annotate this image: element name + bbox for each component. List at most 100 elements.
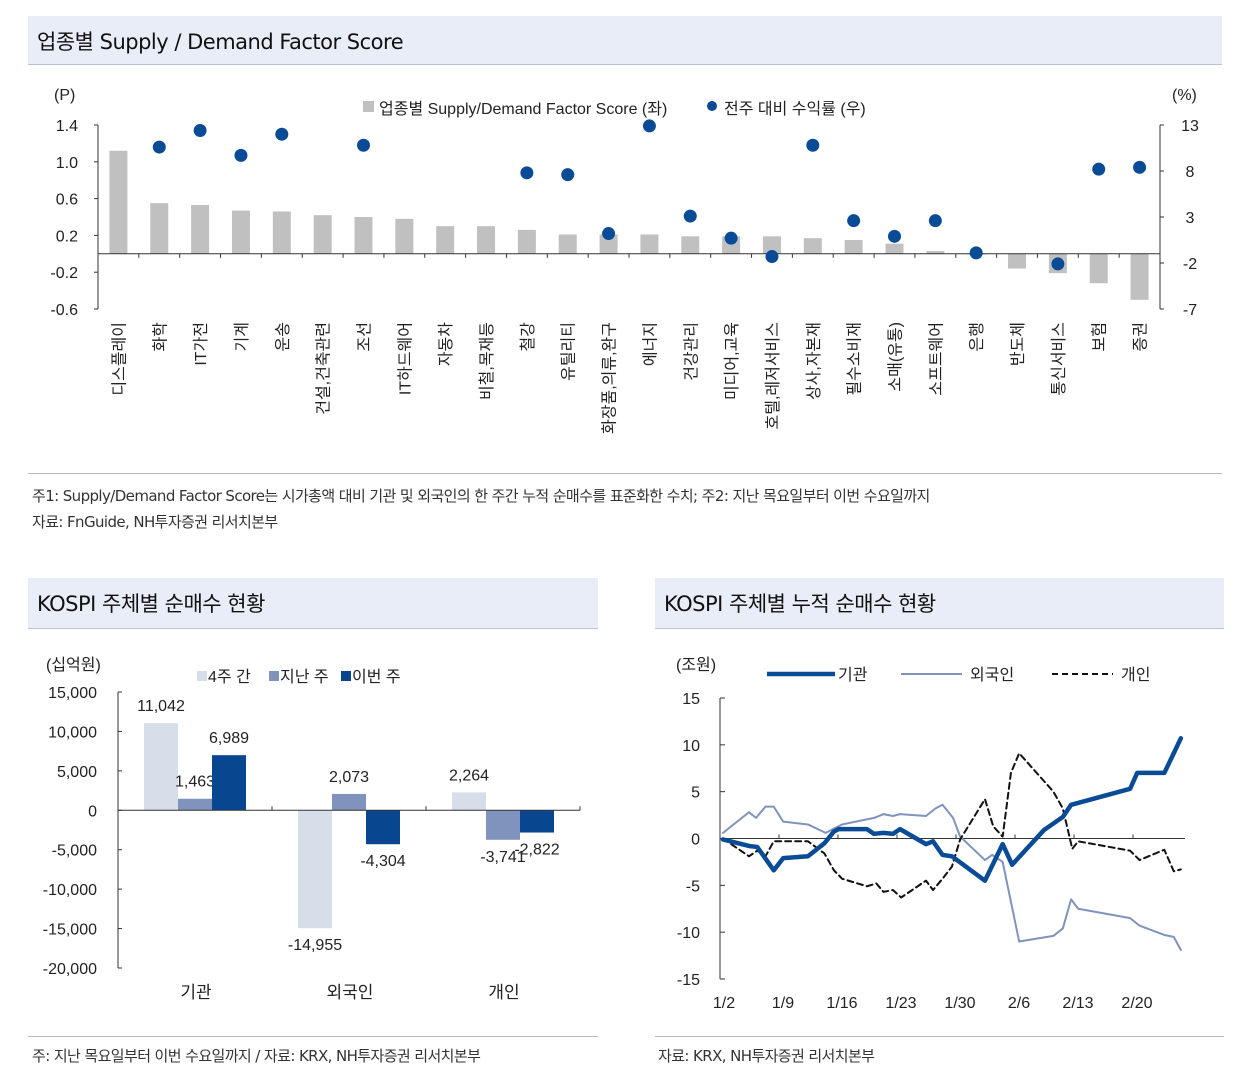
category-label: 보험 [1091, 322, 1109, 351]
return-dot [152, 140, 166, 154]
x-tick-label: 2/13 [1062, 995, 1093, 1012]
y-tick-label: -20,000 [43, 961, 97, 978]
return-dot [765, 250, 779, 264]
score-bar [681, 236, 700, 254]
data-label: -4,304 [360, 853, 405, 870]
score-bar [1008, 253, 1027, 269]
data-label: -3,741 [480, 849, 525, 866]
x-tick-label: 1/16 [826, 995, 857, 1012]
bar-지난 주 [332, 793, 366, 811]
category-label: 자동차 [437, 322, 455, 366]
score-bar [231, 210, 250, 254]
return-dot [642, 119, 656, 133]
category-label: 호텔,레저서비스 [764, 322, 782, 430]
category-label: 화학 [151, 322, 169, 352]
legend-label: 기관 [838, 666, 868, 684]
score-bar [1130, 253, 1149, 300]
legend-label: 개인 [1121, 666, 1150, 684]
series-line-외국인 [722, 803, 1182, 951]
bar-지난 주 [486, 810, 520, 840]
category-label: 상사,자본재 [805, 322, 823, 400]
score-bar [885, 243, 904, 254]
category-label: 건설,건축관련 [315, 322, 333, 415]
legend-swatch-score [363, 101, 374, 112]
return-dot [1092, 162, 1106, 176]
category-label: 에너지 [641, 322, 659, 366]
y2-tick-label: 3 [1186, 210, 1195, 227]
bar-지난 주 [178, 798, 212, 811]
return-dot [928, 214, 942, 228]
x-tick-label: 1/2 [713, 995, 735, 1012]
score-bar [436, 226, 455, 254]
bar-이번 주 [366, 810, 400, 845]
return-dot [561, 168, 575, 182]
legend-swatch [269, 671, 279, 681]
category-label: 증권 [1132, 322, 1150, 351]
y-tick-label: -5 [686, 878, 700, 895]
y-tick-label: 0.6 [56, 192, 78, 209]
section-title: KOSPI 주체별 순매수 현황 [37, 592, 265, 616]
category-label: 조선 [356, 322, 374, 351]
category-label: 소프트웨어 [927, 322, 945, 396]
category-label: 디스플레이 [110, 322, 128, 396]
legend-swatch [197, 671, 207, 681]
category-label: 기계 [233, 322, 251, 351]
y-tick-label: 5 [691, 785, 700, 802]
score-bar [803, 238, 822, 254]
section-header-cumulative-net-buying: KOSPI 주체별 누적 순매수 현황 [655, 578, 1224, 629]
y-tick-label: 0 [691, 832, 700, 849]
return-dot [1133, 160, 1147, 174]
category-label: 미디어,교육 [723, 322, 741, 400]
category-label: 개인 [488, 983, 519, 1002]
y2-tick-label: 13 [1181, 118, 1199, 135]
legend-label: 지난 주 [280, 668, 329, 686]
return-dot [520, 166, 534, 180]
y-tick-label: -0.2 [50, 265, 78, 282]
category-label: 철강 [519, 322, 537, 352]
source-note: 자료: KRX, NH투자증권 리서치본부 [658, 1047, 875, 1065]
category-label: 비철,목재등 [478, 322, 496, 400]
y-tick-label: -15,000 [43, 922, 97, 939]
legend-label: 4주 간 [208, 668, 251, 686]
x-tick-label: 2/6 [1008, 995, 1030, 1012]
data-label: -14,955 [288, 937, 342, 954]
series-line-기관 [720, 736, 1184, 883]
x-tick-label: 1/23 [885, 995, 916, 1012]
score-bar [926, 251, 945, 254]
bar-4주 간 [144, 723, 178, 811]
category-label: 운송 [274, 322, 292, 351]
score-bar [354, 217, 373, 254]
category-label: 유틸리티 [560, 322, 578, 381]
score-bar [517, 229, 536, 254]
y2-tick-label: -2 [1183, 256, 1197, 273]
divider [28, 1036, 598, 1037]
footnote: 주1: Supply/Demand Factor Score는 시가총액 대비 … [32, 487, 930, 505]
source-note: 자료: FnGuide, NH투자증권 리서치본부 [32, 513, 278, 531]
score-bar [762, 236, 781, 254]
return-dot [847, 214, 861, 228]
y-tick-label: 15,000 [48, 685, 97, 702]
category-label: 은행 [968, 322, 986, 351]
y-tick-label: -15 [677, 972, 700, 989]
category-label: 기관 [180, 983, 211, 1002]
data-label: 2,073 [329, 769, 369, 786]
category-label: 소매(유통) [887, 322, 905, 392]
score-bar [150, 203, 169, 254]
category-label: IT하드웨어 [396, 322, 414, 395]
y2-tick-label: -7 [1183, 302, 1197, 319]
section-header-supply-demand: 업종별 Supply / Demand Factor Score [28, 16, 1222, 65]
y-tick-label: 10 [682, 738, 700, 755]
score-bar [558, 234, 577, 254]
data-label: 6,989 [209, 730, 249, 747]
legend-swatch [341, 671, 351, 681]
return-dot [234, 148, 248, 162]
y2-axis-unit: (%) [1172, 87, 1197, 104]
return-dot [357, 138, 370, 152]
y-tick-label: 0.2 [56, 228, 78, 245]
category-label: IT가전 [192, 322, 210, 366]
data-label: 11,042 [137, 698, 185, 715]
y-tick-label: 5,000 [57, 764, 97, 781]
y-tick-label: -0.6 [50, 302, 78, 319]
